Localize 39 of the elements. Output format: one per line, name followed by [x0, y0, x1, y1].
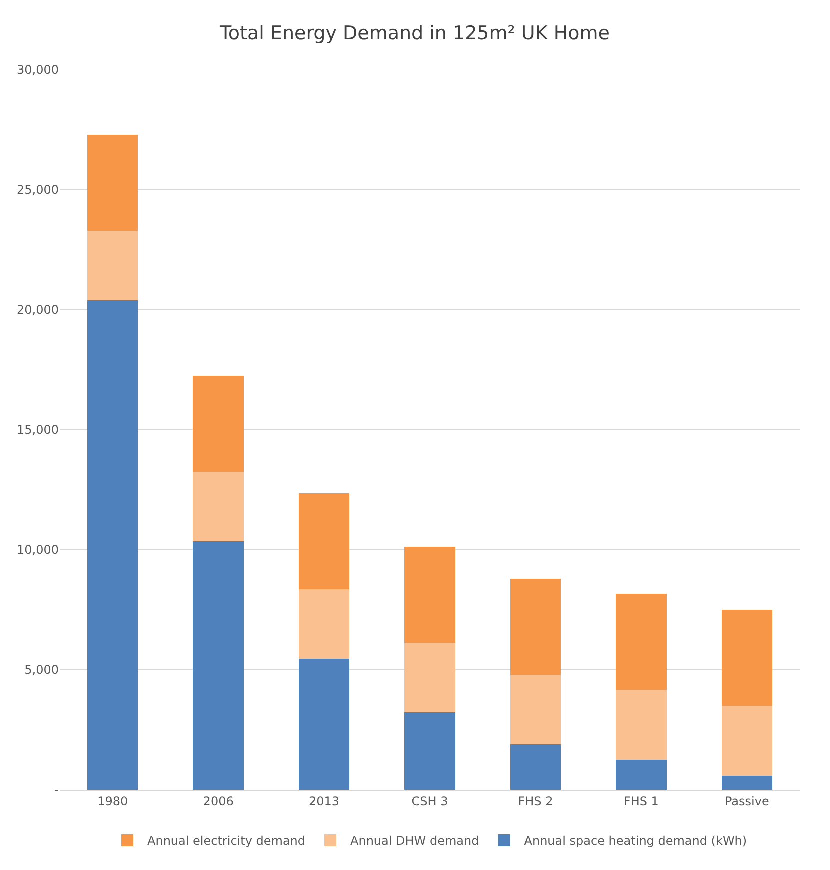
bar [722, 706, 773, 776]
y-tick-label: - [54, 783, 59, 798]
bar [298, 590, 350, 660]
y-tick-label: 15,000 [17, 423, 59, 438]
bar [510, 744, 562, 790]
bar [510, 675, 562, 745]
bar [404, 642, 456, 712]
bar [404, 546, 456, 643]
x-tick-label: 2013 [309, 794, 340, 808]
bar [87, 300, 138, 790]
bar [510, 579, 562, 676]
chart-title: Total Energy Demand in 125m² UK Home [219, 22, 610, 44]
x-tick-label: FHS 1 [624, 794, 659, 808]
bar [616, 594, 667, 690]
y-tick-label: 5,000 [24, 663, 59, 678]
x-tick-label: 2006 [203, 794, 234, 808]
bar [298, 494, 350, 590]
y-tick-label: 20,000 [17, 303, 59, 318]
bar [87, 230, 138, 300]
y-tick-label: 25,000 [17, 183, 59, 198]
legend-label: Annual space heating demand (kWh) [524, 834, 748, 848]
bar [616, 760, 667, 790]
bar [193, 376, 244, 472]
y-tick-label: 30,000 [17, 63, 59, 78]
bar [616, 690, 667, 760]
bar [193, 472, 244, 542]
x-tick-label: Passive [724, 794, 770, 808]
bar [404, 712, 456, 790]
bar [87, 134, 138, 231]
x-tick-label: 1980 [98, 794, 128, 808]
bar [298, 659, 350, 790]
bar [722, 610, 773, 706]
bar [193, 542, 244, 790]
bar [722, 776, 773, 790]
legend-label: Annual electricity demand [148, 834, 306, 848]
legend-label: Annual DHW demand [350, 834, 480, 848]
y-tick-label: 10,000 [17, 543, 59, 558]
x-tick-label: CSH 3 [412, 794, 448, 808]
x-tick-label: FHS 2 [518, 794, 554, 808]
